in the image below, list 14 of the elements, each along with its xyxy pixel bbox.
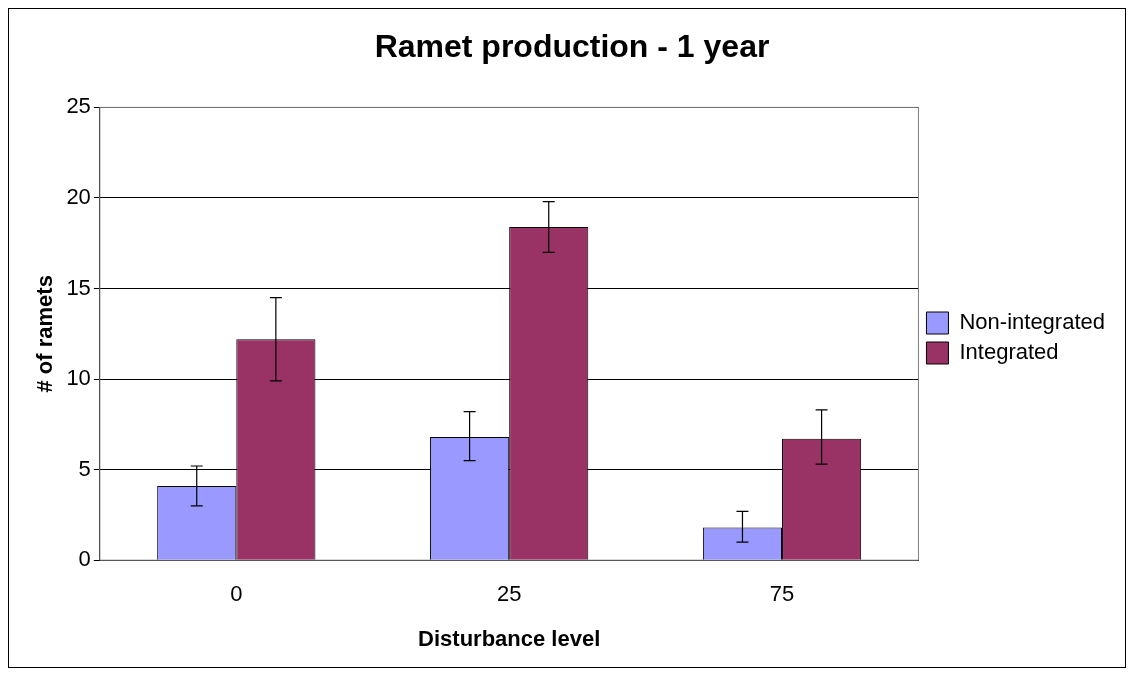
legend-label: Integrated <box>959 339 1059 365</box>
x-tick-label: 75 <box>769 581 795 607</box>
x-axis-title: Disturbance level <box>418 625 601 651</box>
y-axis-title: # of ramets <box>32 275 58 393</box>
y-tick-label: 10 <box>66 365 91 391</box>
y-tick-label: 25 <box>66 93 91 119</box>
x-tick-label: 0 <box>230 581 243 607</box>
chart-title: Ramet production - 1 year <box>374 28 770 65</box>
legend-label: Non-integrated <box>959 309 1106 335</box>
y-tick-label: 0 <box>78 546 91 572</box>
y-tick-label: 15 <box>66 274 91 300</box>
y-tick-label: 20 <box>66 184 91 210</box>
y-tick-label: 5 <box>78 455 91 481</box>
x-tick-label: 25 <box>496 581 522 607</box>
